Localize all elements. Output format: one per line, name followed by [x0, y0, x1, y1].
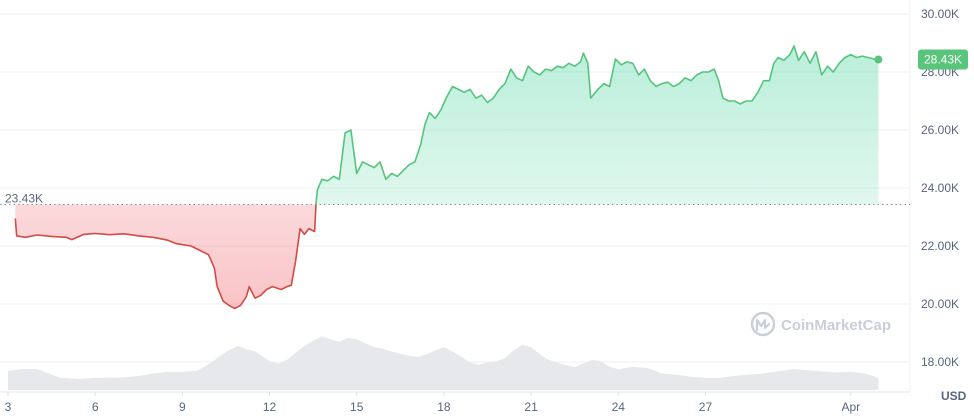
volume-series — [8, 336, 879, 390]
price-line-down — [14, 204, 317, 310]
price-line-up — [315, 45, 879, 205]
reference-price-text: 23.43K — [5, 192, 43, 206]
current-price-text: 28.43K — [924, 53, 962, 67]
coinmarketcap-logo-icon — [750, 311, 776, 337]
current-price-dot — [874, 55, 883, 64]
y-tick-22.00K: 22.00K — [921, 239, 959, 253]
price-line — [14, 45, 879, 310]
area-above-reference — [15, 45, 879, 205]
x-tick-Apr: Apr — [841, 400, 860, 414]
watermark-text: CoinMarketCap — [781, 317, 891, 334]
x-tick-24: 24 — [612, 400, 626, 414]
volume-area — [8, 336, 879, 390]
x-tick-6: 6 — [92, 400, 99, 414]
current-price-badge: 28.43K — [918, 49, 968, 70]
x-axis-ticks: 3 6 9 12 15 18 21 24 27 Apr — [5, 392, 860, 414]
y-tick-20.00K: 20.00K — [921, 297, 959, 311]
y-tick-26.00K: 26.00K — [921, 123, 959, 137]
current-price-badge-bg — [918, 49, 968, 70]
x-tick-9: 9 — [179, 400, 186, 414]
coinmarketcap-watermark: CoinMarketCap — [750, 311, 891, 337]
x-tick-18: 18 — [437, 400, 451, 414]
y-tick-18.00K: 18.00K — [921, 355, 959, 369]
area-below-reference — [15, 204, 316, 309]
x-tick-21: 21 — [524, 400, 538, 414]
price-area-fill — [15, 45, 879, 309]
x-tick-12: 12 — [263, 400, 277, 414]
x-tick-3: 3 — [5, 400, 12, 414]
y-tick-24.00K: 24.00K — [921, 181, 959, 195]
grid-lines — [0, 0, 911, 393]
x-tick-15: 15 — [350, 400, 364, 414]
reference-price-label: 23.43K — [5, 192, 43, 206]
currency-label: USD — [941, 389, 967, 403]
x-tick-27: 27 — [699, 400, 713, 414]
y-tick-30.00K: 30.00K — [921, 7, 959, 21]
